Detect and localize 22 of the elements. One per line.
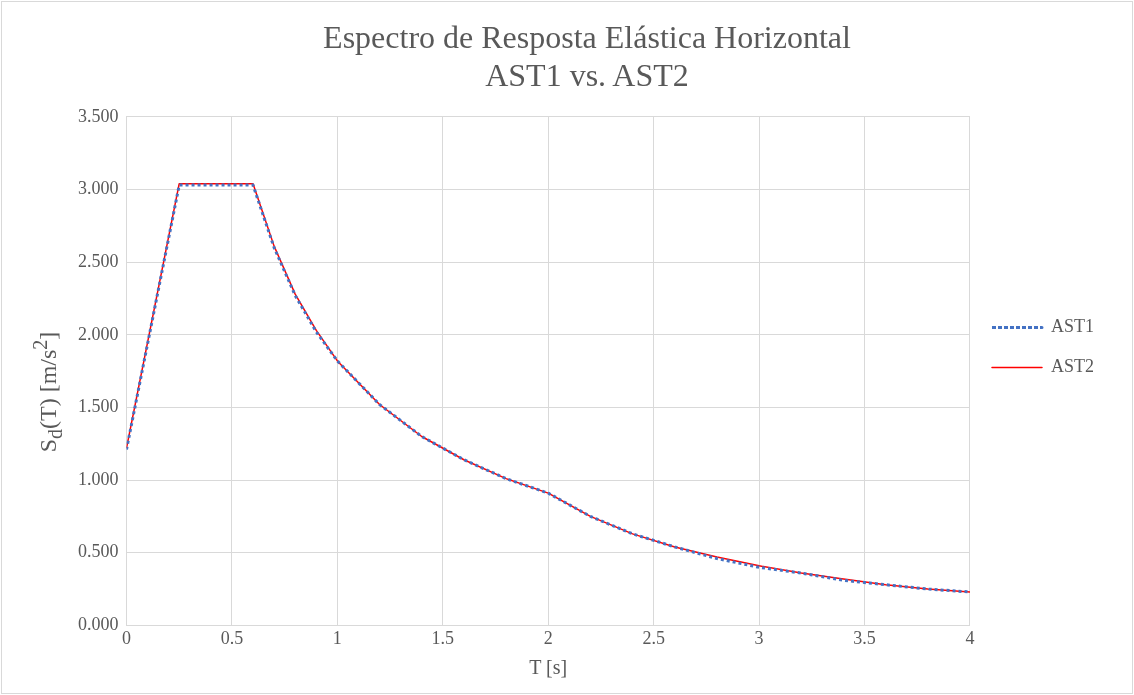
chart-title: Espectro de Resposta Elástica Horizontal (323, 18, 852, 55)
x-axis-title: T [s] (529, 656, 568, 679)
chart-subtitle: AST1 vs. AST2 (485, 57, 689, 94)
x-tick-label: 4 (965, 627, 975, 648)
x-tick-label: 1 (332, 627, 342, 648)
legend-label: AST2 (1051, 356, 1095, 377)
x-tick-label: 1.5 (431, 627, 455, 648)
x-tick-label: 0 (122, 627, 131, 648)
y-tick-label: 3.000 (78, 178, 119, 199)
y-tick-label: 2.000 (78, 323, 119, 344)
x-tick-label: 3.5 (853, 627, 876, 648)
x-tick-label: 2 (543, 627, 553, 648)
y-tick-label: 1.000 (78, 468, 119, 489)
y-tick-label: 0.500 (78, 541, 119, 562)
legend-label: AST1 (1051, 316, 1095, 337)
x-tick-label: 2.5 (642, 627, 665, 648)
y-tick-label: 3.500 (78, 105, 119, 126)
x-tick-label: 0.5 (220, 627, 244, 648)
y-tick-label: 0.000 (78, 614, 119, 635)
y-tick-label: 2.500 (78, 250, 119, 271)
y-tick-label: 1.500 (78, 396, 119, 417)
x-tick-label: 3 (754, 627, 764, 648)
